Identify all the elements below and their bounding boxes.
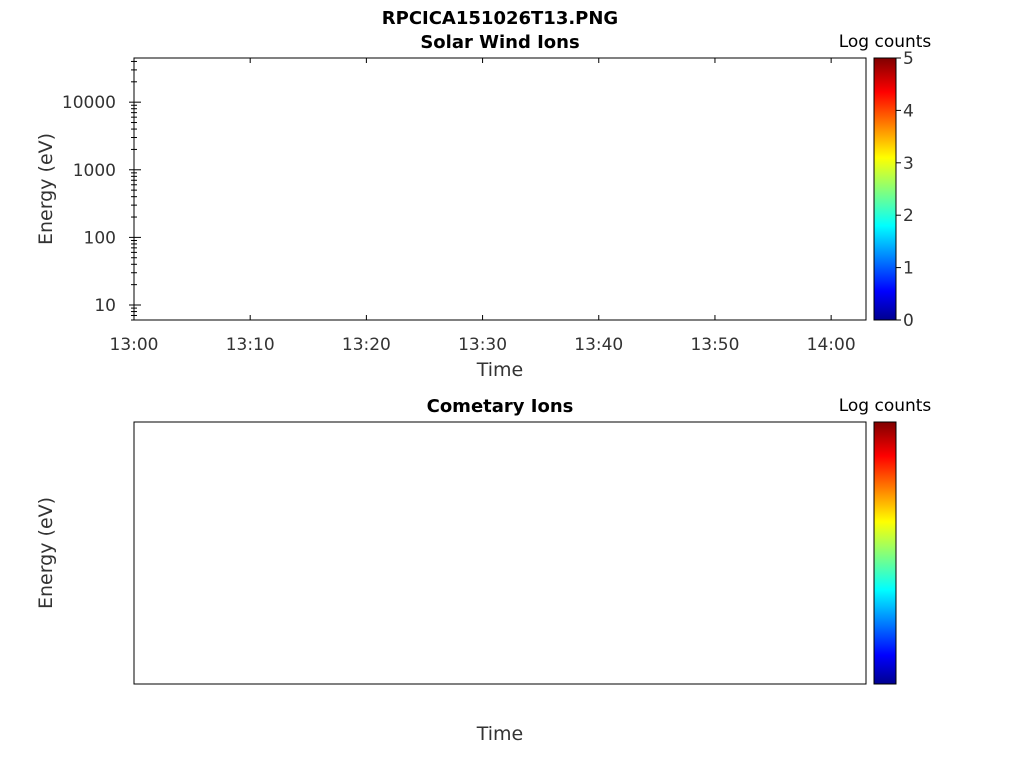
x-tick-label: 13:10 [226,335,275,355]
figure-title: RPCICA151026T13.PNG [382,8,618,29]
y-tick-label: 10000 [62,93,116,113]
panel-cometary: Cometary Ions Time Energy (eV) Log count… [35,396,931,745]
panel-title: Solar Wind Ions [420,32,579,53]
colorbar-tick-label: 5 [903,49,914,69]
panel-title: Cometary Ions [427,396,574,417]
y-tick-label: 1000 [73,161,116,181]
colorbar-tick-label: 4 [903,101,914,121]
colorbar-tick-label: 0 [903,311,914,331]
x-tick-label: 13:20 [342,335,391,355]
x-tick-label: 13:50 [690,335,739,355]
colorbar [873,421,897,685]
colorbar-ticks: 0 1 2 3 4 5 [896,49,914,331]
colorbar-tick-label: 3 [903,154,914,174]
plot-area [133,421,867,685]
x-tick-label: 13:30 [458,335,507,355]
x-tick-label: 13:00 [110,335,159,355]
colorbar-tick-label: 2 [903,206,914,226]
y-tick-label: 10 [94,296,116,316]
colorbar-label: Log counts [839,396,932,416]
y-tick-label: 100 [84,228,116,248]
x-tick-label: 13:40 [574,335,623,355]
panel-solar-wind: Solar Wind Ions 13:00 13:10 13:20 13:30 13:4… [35,32,931,381]
colorbar-tick-label: 1 [903,259,914,279]
x-axis-label: Time [476,723,524,745]
x-axis: 13:00 13:10 13:20 13:30 13:40 13:50 14:00 [110,58,856,355]
colorbar [873,57,897,321]
colorbar-label: Log counts [839,32,932,52]
y-axis-label: Energy (eV) [35,133,57,245]
plot-area [133,57,867,321]
x-tick-label: 14:00 [807,335,856,355]
y-axis-label: Energy (eV) [35,497,57,609]
y-axis: 10 100 1000 10000 [62,60,141,321]
x-axis-label: Time [476,359,524,381]
